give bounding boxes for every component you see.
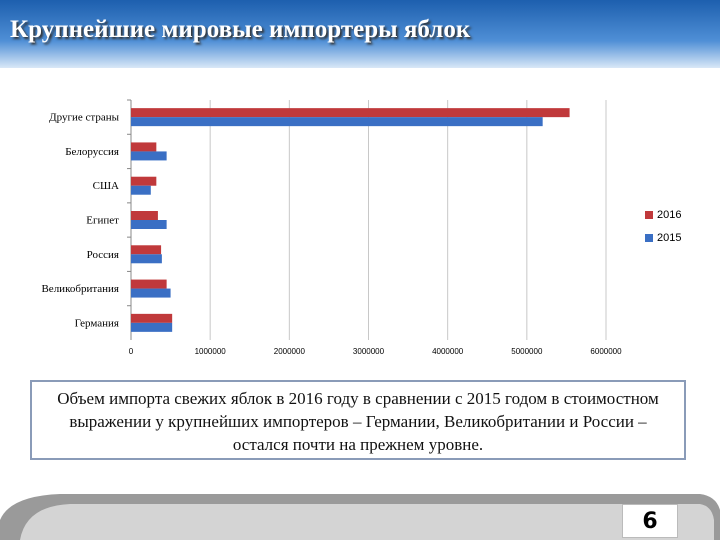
- x-tick-label: 0: [129, 347, 134, 356]
- title-bar: [0, 0, 720, 68]
- x-tick-label: 3000000: [353, 347, 385, 356]
- bar: [131, 279, 167, 289]
- y-tick-label: Египет: [86, 215, 119, 227]
- bar: [131, 117, 543, 127]
- bar: [131, 108, 570, 118]
- page-number: 6: [622, 504, 678, 538]
- bar: [131, 322, 173, 332]
- bar: [131, 211, 158, 220]
- bar: [131, 185, 151, 195]
- x-tick-label: 6000000: [590, 347, 622, 356]
- legend-swatch: [645, 234, 653, 242]
- y-tick-label: Россия: [87, 249, 119, 261]
- chart: 0 1000000 2000000 3000000 4000000 5000000 6000…: [41, 99, 681, 356]
- legend-label: 2016: [657, 209, 681, 221]
- bar: [131, 220, 167, 229]
- x-tick-label: 4000000: [432, 347, 464, 356]
- x-tick-label: 5000000: [511, 347, 543, 356]
- bar: [131, 142, 157, 152]
- x-tick-label: 1000000: [195, 347, 227, 356]
- y-tick-label: Другие страны: [49, 112, 119, 124]
- y-tick-label: Великобритания: [41, 283, 119, 295]
- bar: [131, 176, 157, 186]
- bar: [131, 245, 162, 255]
- caption: Объем импорта свежих яблок в 2016 году в…: [30, 380, 686, 460]
- y-tick-label: Германия: [75, 317, 119, 329]
- bar: [131, 254, 162, 264]
- y-tick-label: Белоруссия: [65, 146, 119, 158]
- bar: [131, 313, 173, 323]
- footer-inner: [20, 504, 714, 540]
- footer: [0, 494, 720, 540]
- slide-title: Крупнейшие мировые импортеры яблок: [10, 16, 471, 43]
- legend-label: 2015: [657, 232, 681, 244]
- bar: [131, 151, 167, 161]
- x-tick-label: 2000000: [274, 347, 306, 356]
- bar: [131, 288, 171, 298]
- y-tick-label: США: [93, 180, 119, 192]
- legend-swatch: [645, 211, 653, 219]
